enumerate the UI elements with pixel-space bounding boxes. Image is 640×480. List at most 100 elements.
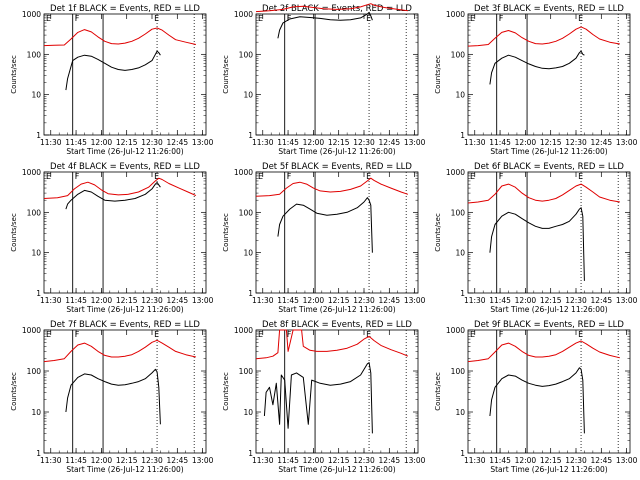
y-tick-label: 100 [451,367,466,376]
marker-letter-right: E [578,14,583,23]
x-tick-label: 12:15 [328,296,350,305]
panel-6: Det 6f BLACK = Events, RED = LLD 1 10 100 10… [434,162,638,314]
y-tick-label: 10 [243,91,253,100]
plot-frame [43,171,207,294]
y-axis-label: Counts/sec [222,55,230,94]
y-tick-label: 1000 [446,10,465,19]
y-tick-label: 10 [243,249,253,258]
y-tick-label: 1000 [446,326,465,335]
x-tick-label: 12:15 [116,138,138,147]
events-series-line [65,368,161,425]
x-tick-label: 12:00 [515,138,537,147]
y-tick-label: 100 [239,367,254,376]
x-tick-label: 11:45 [65,296,87,305]
x-tick-label: 12:30 [353,456,375,465]
y-axis-label: Counts/sec [434,213,442,252]
x-tick-label: 12:45 [379,456,401,465]
x-tick-label: 13:00 [404,456,426,465]
marker-letter-left: E [470,330,475,339]
marker-letter-right: E [154,330,159,339]
plot-frame [467,13,631,136]
events-series-line [65,182,161,210]
y-tick-label: 1000 [22,10,41,19]
x-axis-label: Start Time (26-Jul-12 11:26:00) [66,465,183,474]
y-axis-label: Counts/sec [10,213,18,252]
marker-letter-mid: F [75,14,80,23]
plot-frame [467,329,631,454]
lld-series-line [467,26,620,47]
marker-letter-right: E [578,172,583,181]
x-tick-label: 13:00 [404,138,426,147]
y-tick-label: 100 [27,208,42,217]
x-tick-label: 12:30 [565,138,587,147]
x-tick-label: 11:45 [277,296,299,305]
x-tick-label: 12:00 [303,138,325,147]
x-tick-label: 11:30 [40,456,62,465]
plot-frame [467,171,631,294]
y-tick-label: 1 [248,289,253,298]
lld-series-line [43,339,197,363]
x-tick-label: 12:45 [591,138,613,147]
panel-5: Det 5f BLACK = Events, RED = LLD 1 10 100 10… [222,162,426,314]
panel-2: Det 2f BLACK = Events, RED = LLD11010010… [222,3,426,156]
marker-letter-right: E [366,330,371,339]
panel-8: Det 8f BLACK = Events, RED = LLD 1 10 100 10… [222,320,426,474]
panel-title: Det 7f BLACK = Events, RED = LLD [50,320,200,330]
x-tick-label: 11:45 [489,138,511,147]
lld-series-line [467,340,621,363]
marker-letter-right: E [366,172,371,181]
y-tick-label: 1 [460,449,465,458]
x-tick-label: 12:15 [116,456,138,465]
marker-letter-mid: F [287,330,292,339]
y-tick-label: 10 [31,408,41,417]
lld-series-line [255,3,408,13]
y-tick-label: 1 [36,131,41,140]
y-tick-label: 100 [27,367,42,376]
x-tick-label: 11:45 [277,138,299,147]
marker-letter-mid: F [499,172,504,181]
x-tick-label: 12:00 [303,456,325,465]
panel-title: Det 9f BLACK = Events, RED = LLD [474,320,624,330]
marker-letter-right: E [154,172,159,181]
y-tick-label: 1 [36,449,41,458]
x-tick-label: 12:45 [167,296,189,305]
plot-frame [43,13,207,136]
x-tick-label: 13:00 [616,138,638,147]
panel-4: Det 4f BLACK = Events, RED = LLD 1 10 100 10… [10,162,214,314]
y-tick-label: 1 [460,289,465,298]
marker-letter-mid: F [287,14,292,23]
x-axis-label: Start Time (26-Jul-12 11:26:00) [490,465,607,474]
x-tick-label: 12:15 [328,138,350,147]
y-tick-label: 100 [451,50,466,59]
lld-series-line [43,27,197,47]
x-tick-label: 12:30 [353,296,375,305]
x-tick-label: 12:00 [91,456,113,465]
events-series-line [65,50,161,91]
y-axis-label: Counts/sec [434,372,442,411]
marker-letter-left: E [46,172,51,181]
plot-frame [255,13,419,136]
y-tick-label: 10 [455,249,465,258]
panel-9: Det 9f BLACK = Events, RED = LLD 1 10 100 10… [434,320,638,474]
y-tick-label: 1000 [234,10,253,19]
x-tick-label: 12:30 [141,138,163,147]
x-tick-label: 12:30 [565,456,587,465]
panel-title: Det 4f BLACK = Events, RED = LLD [50,162,200,172]
x-tick-label: 11:30 [40,296,62,305]
lld-series-line [43,177,197,199]
x-axis-label: Start Time (26-Jul-12 11:26:00) [278,147,395,156]
panel-title: Det 5f BLACK = Events, RED = LLD [262,162,412,172]
marker-letter-left: E [46,14,51,23]
panel-title: Det 8f BLACK = Events, RED = LLD [262,320,412,330]
y-axis-label: Counts/sec [222,213,230,252]
plot-frame [255,329,419,454]
y-tick-label: 1000 [234,326,253,335]
x-axis-label: Start Time (26-Jul-12 11:26:00) [278,305,395,314]
x-tick-label: 11:45 [65,138,87,147]
y-tick-label: 1 [248,131,253,140]
x-tick-label: 11:30 [252,456,274,465]
marker-letter-right: E [578,330,583,339]
marker-letter-left: E [470,14,475,23]
plot-frame [43,329,207,454]
